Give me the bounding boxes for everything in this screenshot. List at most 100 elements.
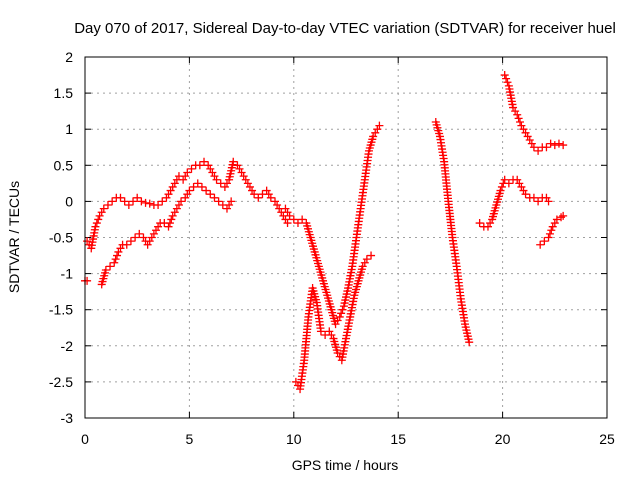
data-point — [504, 179, 513, 188]
data-point — [195, 161, 204, 170]
data-point — [170, 179, 179, 188]
data-point — [550, 141, 559, 150]
data-point-fill — [116, 244, 125, 253]
data-point — [283, 219, 292, 228]
data-point-fill — [168, 182, 177, 191]
data-point — [95, 211, 104, 220]
data-point — [108, 197, 117, 206]
data-point — [147, 233, 156, 242]
data-point — [208, 168, 217, 177]
data-point-fill — [281, 215, 290, 224]
data-point-fill — [206, 164, 215, 173]
data-point — [181, 193, 190, 202]
data-point-fill — [550, 219, 559, 228]
data-point — [139, 233, 148, 242]
data-point — [202, 186, 211, 195]
data-point-fill — [545, 229, 554, 238]
data-point-fill — [497, 182, 506, 191]
data-point-fill — [338, 305, 347, 314]
data-point — [559, 211, 568, 220]
data-point-fill — [547, 226, 556, 235]
data-point — [373, 125, 382, 134]
data-point — [122, 240, 131, 249]
data-point-fill — [503, 78, 512, 87]
data-point — [193, 179, 202, 188]
data-point-fill — [149, 229, 158, 238]
y-tick-label: 2 — [65, 49, 73, 65]
data-point-fill — [283, 208, 292, 217]
data-point — [325, 327, 334, 336]
data-point — [254, 193, 263, 202]
y-axis-label: SDTVAR / TECUs — [6, 181, 22, 293]
y-tick-label: 0 — [65, 193, 73, 209]
data-point — [475, 219, 484, 228]
data-point — [529, 193, 538, 202]
data-point-fill — [165, 219, 174, 228]
data-point — [316, 327, 325, 336]
data-point — [179, 175, 188, 184]
data-point — [106, 262, 115, 271]
data-point-fill — [337, 309, 346, 318]
data-point — [289, 215, 298, 224]
data-point — [197, 182, 206, 191]
data-point-fill — [225, 201, 234, 210]
data-point — [367, 251, 376, 260]
data-point-fill — [527, 139, 536, 148]
series-arc-1 — [81, 276, 92, 285]
data-point-fill — [97, 208, 106, 217]
data-point — [362, 255, 371, 264]
data-point-fill — [174, 201, 183, 210]
data-point — [529, 143, 538, 152]
data-point — [500, 175, 509, 184]
y-tick-label: -1 — [61, 266, 74, 282]
data-point-fill — [181, 172, 190, 181]
data-point — [250, 190, 259, 199]
series-arc-7 — [475, 175, 553, 231]
y-tick-label: 1.5 — [54, 85, 74, 101]
data-point — [210, 193, 219, 202]
y-tick-label: -3 — [61, 410, 74, 426]
data-point — [559, 141, 568, 150]
data-point-fill — [94, 215, 103, 224]
data-point — [135, 229, 144, 238]
x-tick-label: 15 — [390, 431, 406, 447]
data-point — [285, 211, 294, 220]
data-point — [227, 197, 236, 206]
data-point — [245, 182, 254, 191]
data-point — [204, 161, 213, 170]
chart-title: Day 070 of 2017, Sidereal Day-to-day VTE… — [74, 20, 616, 37]
data-point — [189, 182, 198, 191]
data-point — [241, 175, 250, 184]
x-tick-label: 10 — [286, 431, 302, 447]
data-point — [110, 258, 119, 267]
plot-frame — [84, 56, 608, 419]
data-point-fill — [273, 201, 282, 210]
y-tick-label: -0.5 — [49, 230, 73, 246]
tick-layer: 0 5 10 15 20 25 -3 -2.5 -2 -1.5 -1 -0.5 0 0.5 1 1.5 2 — [49, 49, 615, 447]
data-point — [222, 204, 231, 213]
data-point — [536, 240, 545, 249]
data-point-fill — [145, 237, 154, 246]
data-point — [544, 233, 553, 242]
data-point — [548, 222, 557, 231]
data-point — [145, 199, 154, 208]
data-point — [131, 233, 140, 242]
data-point — [151, 226, 160, 235]
data-point — [540, 237, 549, 246]
x-axis-label: GPS time / hours — [292, 457, 399, 473]
data-point-fill — [519, 186, 528, 195]
data-point — [133, 193, 142, 202]
data-point-fill — [167, 215, 176, 224]
data-point-fill — [515, 179, 524, 188]
data-point-fill — [111, 255, 120, 264]
data-point — [546, 139, 555, 148]
data-point — [162, 193, 171, 202]
data-point — [271, 197, 280, 206]
x-tick-label: 25 — [599, 431, 615, 447]
data-point — [83, 276, 92, 285]
data-point — [143, 240, 152, 249]
data-point — [554, 139, 563, 148]
data-point — [83, 237, 92, 246]
data-point — [126, 237, 135, 246]
